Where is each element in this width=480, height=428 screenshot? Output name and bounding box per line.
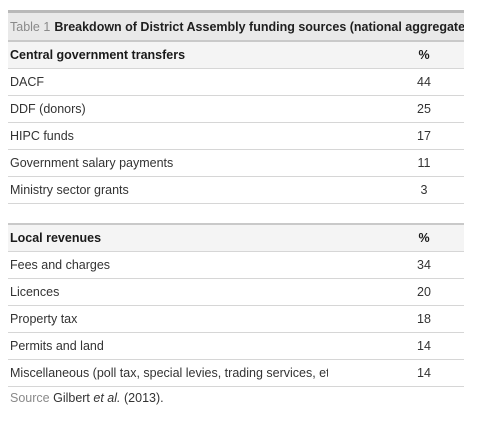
- section-header-label: Local revenues: [8, 223, 328, 252]
- table-row: Permits and land 14: [8, 332, 464, 360]
- row-value: 20: [328, 278, 464, 306]
- table-row: Miscellaneous (poll tax, special levies,…: [8, 359, 464, 387]
- table-row: Fees and charges 34: [8, 251, 464, 279]
- row-label: Fees and charges: [8, 251, 328, 279]
- table-row: Government salary payments 11: [8, 149, 464, 177]
- table-row: Licences 20: [8, 278, 464, 306]
- table-row: Ministry sector grants 3: [8, 176, 464, 204]
- row-label: HIPC funds: [8, 122, 328, 150]
- row-value: 25: [328, 95, 464, 123]
- table-title: Breakdown of District Assembly funding s…: [54, 19, 464, 34]
- source-authors: Gilbert: [53, 391, 90, 405]
- table-number: Table 1: [10, 19, 51, 34]
- section-header-unit: %: [328, 40, 464, 69]
- section-header-unit: %: [328, 223, 464, 252]
- row-value: 18: [328, 305, 464, 333]
- row-label: Permits and land: [8, 332, 328, 360]
- row-value: 3: [328, 176, 464, 204]
- source-label: Source: [10, 391, 50, 405]
- table-caption: Table 1 Breakdown of District Assembly f…: [8, 10, 464, 40]
- row-label: Property tax: [8, 305, 328, 333]
- row-label: DACF: [8, 68, 328, 96]
- row-label: Ministry sector grants: [8, 176, 328, 204]
- row-value: 11: [328, 149, 464, 177]
- row-value: 14: [328, 359, 464, 387]
- row-label: Licences: [8, 278, 328, 306]
- row-value: 34: [328, 251, 464, 279]
- row-value: 44: [328, 68, 464, 96]
- section-spacer: [8, 204, 464, 225]
- source-year: (2013).: [124, 391, 164, 405]
- table-row: Property tax 18: [8, 305, 464, 333]
- row-label: DDF (donors): [8, 95, 328, 123]
- source-note: Source Gilbert et al. (2013).: [8, 391, 464, 405]
- table-row: HIPC funds 17: [8, 122, 464, 150]
- row-value: 14: [328, 332, 464, 360]
- source-etal: et al.: [93, 391, 121, 405]
- funding-table: Central government transfers % DACF 44 D…: [8, 40, 464, 387]
- section-header-local: Local revenues %: [8, 223, 464, 252]
- row-value: 17: [328, 122, 464, 150]
- table-row: DACF 44: [8, 68, 464, 96]
- row-label: Government salary payments: [8, 149, 328, 177]
- funding-table-figure: Table 1 Breakdown of District Assembly f…: [8, 10, 464, 405]
- row-label: Miscellaneous (poll tax, special levies,…: [8, 359, 328, 387]
- table-row: DDF (donors) 25: [8, 95, 464, 123]
- section-header-label: Central government transfers: [8, 40, 328, 69]
- section-header-central: Central government transfers %: [8, 40, 464, 69]
